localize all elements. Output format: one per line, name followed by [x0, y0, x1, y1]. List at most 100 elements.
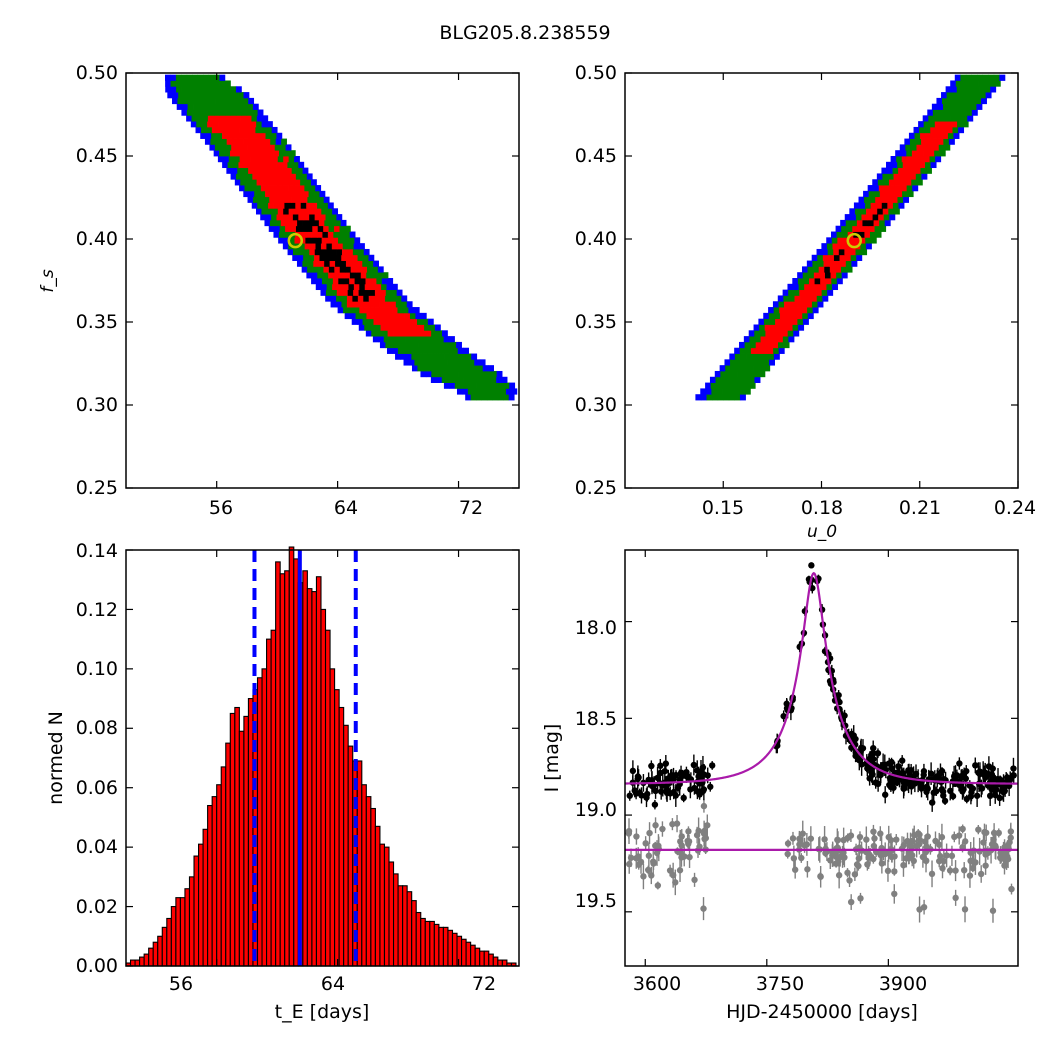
heatmap-cell: [352, 295, 359, 302]
data-point: [683, 773, 690, 780]
heatmap-cell: [831, 278, 838, 285]
heatmap-cell: [865, 202, 872, 209]
heatmap-cell: [474, 376, 481, 383]
heatmap-cell: [990, 86, 997, 93]
heatmap-cell: [367, 260, 374, 267]
heatmap-cell: [816, 248, 823, 256]
heatmap-cell: [795, 301, 802, 308]
data-point: [700, 802, 708, 810]
heatmap-cell: [342, 289, 349, 296]
heatmap-cell: [941, 92, 948, 99]
heatmap-cell: [455, 365, 462, 372]
heatmap-cell: [413, 324, 420, 331]
heatmap-cell: [224, 150, 231, 157]
heatmap-cell: [220, 103, 227, 110]
heatmap-cell: [833, 248, 840, 256]
heatmap-cell: [222, 126, 229, 134]
heatmap-cell: [385, 341, 392, 349]
heatmap-cell: [259, 167, 265, 174]
heatmap-cell: [226, 167, 233, 174]
data-point: [817, 873, 824, 880]
heatmap-cell: [260, 126, 267, 134]
heatmap-cell: [419, 359, 426, 366]
heatmap-cell: [195, 126, 202, 134]
heatmap-cell: [819, 272, 826, 279]
heatmap-cell: [896, 156, 903, 163]
heatmap-cell: [190, 121, 197, 128]
heatmap-cell: [217, 126, 224, 134]
heatmap-cell: [244, 185, 251, 192]
heatmap-cell: [277, 185, 283, 192]
data-point: [847, 898, 855, 906]
heatmap-cell: [288, 185, 294, 192]
heatmap-cell: [850, 214, 857, 221]
heatmap-cell: [349, 278, 356, 285]
heatmap-cell: [365, 330, 372, 337]
heatmap-cell: [462, 388, 469, 395]
heatmap-cell: [928, 115, 935, 122]
histogram-bar: [406, 891, 413, 967]
heatmap-cell: [230, 86, 237, 93]
data-point: [642, 840, 649, 847]
data-point: [868, 768, 875, 776]
data-point: [645, 776, 652, 784]
data-point: [857, 895, 864, 902]
heatmap-cell: [335, 219, 342, 227]
data-point: [898, 757, 906, 764]
y-tick-label: 0.25: [575, 477, 617, 499]
heatmap-cell: [950, 80, 957, 87]
data-point: [709, 762, 716, 769]
heatmap-cell: [763, 359, 770, 366]
heatmap-cell: [285, 225, 291, 232]
heatmap-cell: [782, 336, 789, 343]
heatmap-cell: [227, 161, 234, 169]
heatmap-cell: [930, 161, 937, 169]
heatmap-cell: [344, 225, 351, 232]
heatmap-cell: [295, 225, 302, 232]
heatmap-cell: [248, 167, 254, 174]
heatmap-cell: [905, 179, 912, 186]
heatmap-cell: [263, 196, 270, 203]
heatmap-cell: [400, 353, 407, 360]
heatmap-cell: [873, 219, 880, 227]
heatmap-cell: [839, 254, 846, 261]
heatmap-cell: [737, 376, 744, 383]
heatmap-cell: [232, 132, 239, 139]
heatmap-cell: [344, 231, 351, 238]
heatmap-cell: [917, 150, 924, 157]
heatmap-cell: [252, 103, 259, 110]
heatmap-cell: [849, 208, 856, 215]
heatmap-cell: [755, 341, 762, 349]
heatmap-cell: [358, 248, 365, 256]
heatmap-cell: [391, 324, 398, 331]
heatmap-cell: [901, 185, 908, 192]
heatmap-cell: [927, 144, 934, 151]
heatmap-cell: [262, 115, 269, 122]
heatmap-cell: [725, 365, 732, 372]
baseline-series: [625, 799, 1015, 923]
heatmap-cell: [210, 138, 217, 145]
heatmap-cell: [328, 266, 335, 273]
heatmap-cell: [469, 370, 476, 378]
heatmap-cell: [252, 173, 259, 180]
heatmap-cell: [864, 196, 871, 203]
heatmap-cell: [242, 103, 248, 110]
heatmap-cell: [953, 132, 960, 139]
heatmap-cell: [278, 179, 285, 186]
heatmap-cell: [944, 115, 951, 122]
heatmap-cell: [817, 301, 824, 308]
heatmap-cell: [945, 86, 952, 93]
heatmap-cell: [463, 376, 470, 383]
heatmap-cell: [967, 115, 974, 122]
heatmap-cell: [924, 126, 931, 134]
heatmap-cell: [264, 138, 271, 145]
data-point: [686, 853, 693, 861]
heatmap-cell: [420, 312, 427, 320]
heatmap-cell: [286, 219, 293, 227]
heatmap-cell: [971, 109, 978, 116]
heatmap-cell: [832, 283, 838, 291]
histogram-bar: [198, 843, 204, 967]
heatmap-cell: [772, 301, 779, 308]
heatmap-cell: [275, 190, 282, 198]
